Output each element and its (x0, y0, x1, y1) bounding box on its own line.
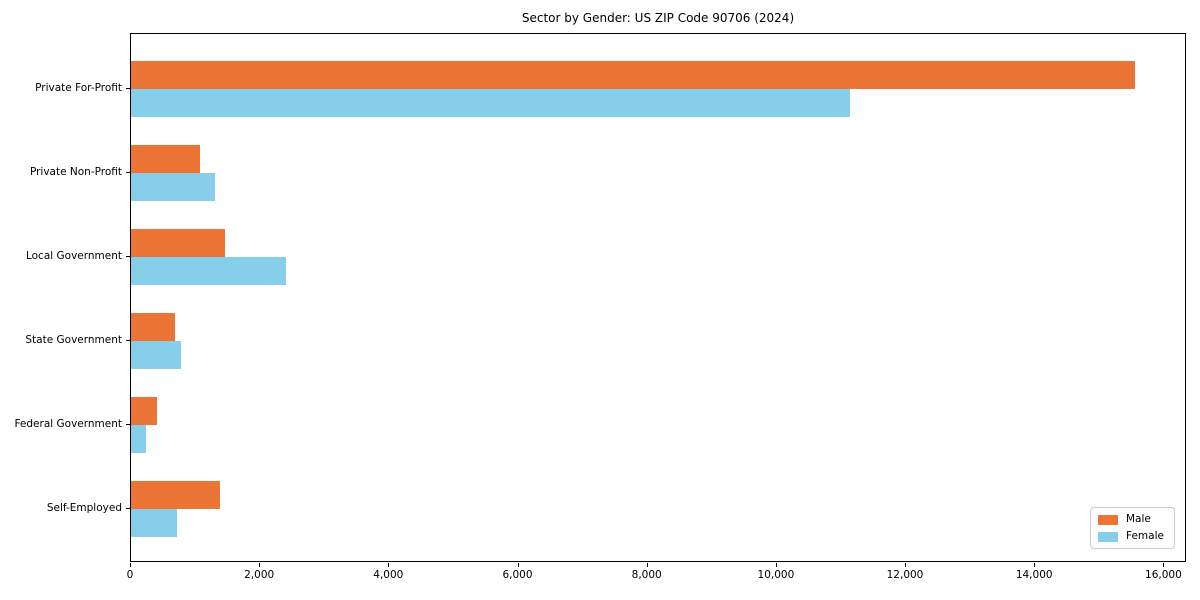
legend-label-female: Female (1126, 530, 1164, 542)
y-tick-mark (126, 88, 130, 89)
plot-area (130, 33, 1186, 562)
x-tick-label: 8,000 (631, 569, 662, 581)
bar-female-self-employed (131, 509, 177, 537)
x-tick-label: 4,000 (373, 569, 404, 581)
y-tick-mark (126, 256, 130, 257)
bar-male-private-non-profit (131, 145, 201, 173)
bar-male-state-government (131, 313, 175, 341)
y-tick-label: Local Government (25, 250, 122, 262)
x-tick-label: 6,000 (502, 569, 533, 581)
legend-item-male: Male (1098, 514, 1164, 525)
y-tick-mark (126, 424, 130, 425)
bar-male-private-for-profit (131, 61, 1136, 89)
y-tick-label: Federal Government (14, 418, 122, 430)
chart-title: Sector by Gender: US ZIP Code 90706 (202… (521, 11, 795, 25)
x-tick-label: 14,000 (1015, 569, 1053, 581)
x-tick-mark (259, 563, 261, 567)
legend: Male Female (1090, 507, 1175, 549)
y-tick-label: Private For-Profit (35, 82, 122, 94)
female-color-swatch (1098, 531, 1118, 542)
y-tick-label: State Government (25, 334, 122, 346)
legend-label-male: Male (1126, 513, 1151, 525)
bar-male-local-government (131, 229, 225, 257)
bar-male-federal-government (131, 397, 157, 425)
y-tick-mark (126, 508, 130, 509)
y-tick-mark (126, 172, 130, 173)
x-tick-mark (905, 563, 906, 567)
x-tick-mark (775, 563, 777, 567)
y-tick-label: Self-Employed (46, 502, 122, 514)
x-tick-mark (1034, 563, 1036, 567)
legend-item-female: Female (1098, 531, 1164, 542)
y-tick-mark (126, 340, 130, 341)
x-tick-label: 0 (126, 569, 134, 581)
male-color-swatch (1098, 514, 1118, 525)
x-tick-label: 16,000 (1145, 569, 1182, 581)
bar-female-private-non-profit (131, 173, 215, 201)
bar-female-local-government (131, 257, 286, 285)
x-tick-mark (646, 563, 648, 567)
x-tick-mark (1163, 563, 1165, 567)
x-tick-mark (517, 563, 519, 567)
bar-female-state-government (131, 341, 182, 369)
x-tick-label: 12,000 (886, 569, 924, 581)
x-tick-label: 2,000 (244, 569, 275, 581)
x-tick-label: 10,000 (757, 569, 795, 581)
x-tick-mark (388, 563, 390, 567)
bar-female-federal-government (131, 425, 146, 453)
bar-male-self-employed (131, 481, 221, 509)
bar-female-private-for-profit (131, 89, 850, 117)
y-tick-label: Private Non-Profit (29, 166, 122, 178)
x-tick-mark (130, 563, 131, 567)
